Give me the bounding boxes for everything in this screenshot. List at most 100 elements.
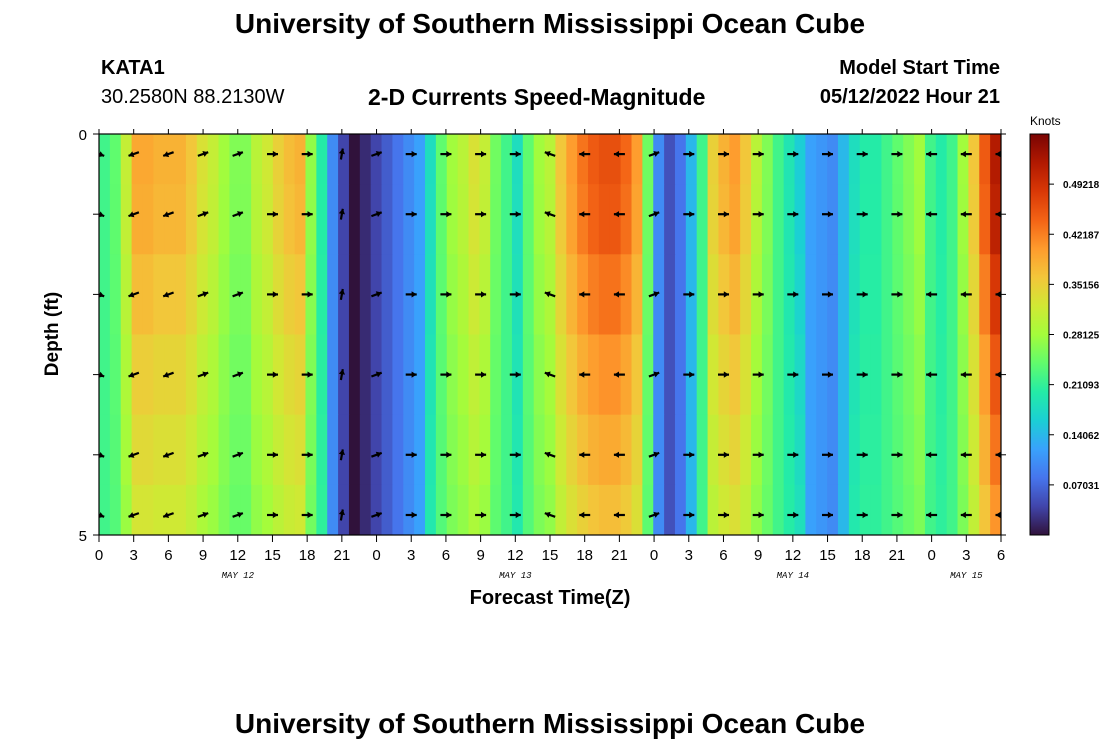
- heat-cell: [99, 184, 111, 255]
- heat-cell: [457, 414, 470, 486]
- heat-cell: [468, 484, 480, 535]
- current-arrow-head: [793, 511, 799, 519]
- heat-cell: [718, 414, 730, 486]
- heat-cell: [501, 254, 513, 336]
- current-arrow-head: [897, 150, 903, 158]
- heat-cell: [848, 134, 861, 185]
- heat-cell: [859, 134, 872, 185]
- x-tick-label: 15: [264, 547, 281, 564]
- heat-cell: [588, 414, 600, 486]
- heat-cell: [501, 484, 513, 535]
- heat-cell: [598, 484, 611, 535]
- current-arrow-head: [926, 511, 932, 519]
- heat-cell: [153, 254, 165, 336]
- heat-cell: [892, 134, 904, 185]
- heat-cell: [511, 484, 524, 535]
- heat-cell: [283, 334, 296, 416]
- heat-cell: [761, 484, 774, 535]
- heat-cell: [370, 414, 383, 486]
- current-arrow-head: [515, 371, 521, 378]
- heat-cell: [131, 414, 144, 486]
- current-arrow-head: [960, 211, 966, 218]
- heat-cell: [229, 414, 241, 486]
- heat-cell: [348, 184, 361, 255]
- current-arrow-head: [995, 291, 1001, 298]
- heat-cell: [479, 414, 491, 486]
- heat-cell: [957, 484, 969, 535]
- current-arrow-head: [163, 291, 170, 298]
- heat-cell: [696, 484, 709, 535]
- heat-cell: [935, 414, 948, 486]
- heat-cell: [522, 414, 535, 486]
- heat-cell: [620, 334, 633, 416]
- date-label: MAY 12: [222, 571, 255, 581]
- heat-cell: [511, 184, 524, 255]
- heat-cell: [653, 184, 665, 255]
- x-tick-label: 3: [130, 547, 138, 564]
- heat-cell: [272, 184, 285, 255]
- heat-cell: [588, 334, 600, 416]
- heat-cell: [490, 254, 502, 336]
- heat-cell: [772, 484, 785, 535]
- x-tick-label: 9: [754, 547, 762, 564]
- heat-cell: [446, 414, 459, 486]
- current-arrow-head: [689, 451, 695, 458]
- heat-cell: [566, 184, 578, 255]
- heat-cell: [794, 414, 806, 486]
- current-arrow-head: [862, 371, 868, 378]
- heat-cell: [957, 184, 969, 255]
- heat-cell: [935, 184, 948, 255]
- heat-cell: [870, 334, 883, 416]
- heat-cell: [305, 184, 317, 255]
- heat-cell: [816, 134, 828, 185]
- current-arrow-head: [375, 451, 382, 458]
- current-arrow-head: [862, 511, 868, 519]
- current-arrow-head: [163, 452, 170, 458]
- heat-cell: [338, 134, 350, 185]
- current-arrow-head: [613, 150, 619, 158]
- current-arrow-head: [375, 211, 382, 217]
- heat-cell: [175, 484, 187, 535]
- heat-cell: [446, 134, 459, 185]
- heat-cell: [251, 134, 263, 185]
- heat-cell: [283, 414, 296, 486]
- current-arrow-head: [723, 371, 729, 378]
- current-arrow-head: [653, 211, 660, 217]
- current-arrow-head: [338, 509, 345, 516]
- heat-cell: [577, 134, 589, 185]
- heat-cell: [816, 484, 828, 535]
- heat-cell: [294, 134, 307, 185]
- heat-cell: [642, 414, 654, 486]
- current-arrow-head: [689, 511, 695, 519]
- heat-cell: [218, 334, 231, 416]
- heat-cell: [403, 134, 415, 185]
- current-arrow-head: [960, 371, 966, 378]
- date-label: MAY 14: [777, 571, 809, 581]
- heat-cell: [283, 484, 296, 535]
- heat-cell: [338, 184, 350, 255]
- heat-cell: [381, 254, 394, 336]
- heat-cell: [251, 334, 263, 416]
- current-arrow-head: [237, 451, 243, 458]
- current-arrow-head: [793, 211, 799, 218]
- heat-cell: [272, 134, 285, 185]
- heat-cell: [848, 484, 861, 535]
- current-arrow-head: [202, 511, 209, 518]
- heat-cell: [425, 184, 437, 255]
- heat-cell: [566, 134, 578, 185]
- current-arrow-head: [827, 291, 833, 298]
- heat-cell: [392, 414, 404, 486]
- current-arrow-head: [515, 291, 521, 298]
- heat-cell: [522, 334, 535, 416]
- heat-cell: [120, 134, 133, 185]
- heat-cell: [566, 334, 578, 416]
- heat-cell: [533, 134, 546, 185]
- heat-cell: [761, 134, 774, 185]
- heat-cell: [903, 134, 915, 185]
- heat-cell: [609, 484, 622, 535]
- heat-cell: [185, 334, 198, 416]
- heat-cell: [848, 254, 861, 336]
- model-start-time: 05/12/2022 Hour 21: [819, 86, 1000, 108]
- current-arrow-head: [99, 452, 105, 458]
- heat-cell: [631, 134, 643, 185]
